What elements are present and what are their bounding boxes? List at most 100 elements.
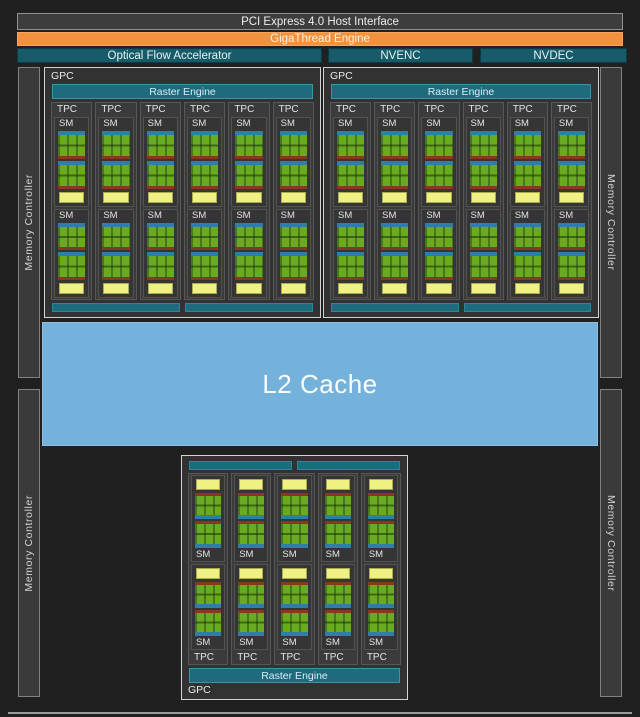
sm-core-unit — [279, 252, 307, 280]
sm-core-unit — [235, 160, 263, 189]
sm-label: SM — [59, 118, 74, 129]
sm-core-unit — [146, 252, 174, 280]
pci-express-label: PCI Express 4.0 Host Interface — [241, 15, 399, 28]
load-store-strip — [146, 247, 174, 251]
load-store-strip — [425, 185, 453, 189]
sm-label: SM — [368, 637, 384, 648]
tpc-label: TPC — [366, 652, 387, 663]
load-store-strip — [381, 277, 409, 280]
memory-controller-label: Memory Controller — [605, 494, 617, 592]
sm-block: SM — [234, 563, 269, 650]
register-file-bar — [236, 283, 262, 294]
load-store-strip — [195, 493, 222, 496]
sm-label: SM — [280, 209, 295, 221]
load-store-strip — [238, 493, 265, 496]
warp-scheduler-strip — [195, 603, 222, 608]
sm-label: SM — [282, 637, 297, 648]
sm-core-unit — [279, 222, 307, 251]
sm-core-unit — [279, 131, 307, 159]
warp-scheduler-strip — [381, 222, 409, 227]
warp-scheduler-strip — [195, 515, 222, 520]
sm-core-unit — [279, 160, 307, 189]
load-store-strip — [235, 155, 263, 159]
register-file-bar — [514, 191, 540, 203]
sm-core-unit — [195, 609, 222, 636]
gpc-bottom: SM SM TPC SM SM TPC SM SM TPC SM SM TPC SM SM TPC Raste… — [181, 455, 408, 700]
tpc-label: TPC — [323, 652, 344, 663]
sm-core-unit — [367, 581, 395, 608]
sm-label: SM — [338, 209, 353, 221]
sm-core-unit — [190, 160, 219, 189]
shared-texture-bar — [185, 303, 313, 312]
cuda-core-array — [381, 164, 409, 186]
cuda-core-array — [281, 524, 308, 544]
cuda-core-array — [425, 164, 453, 186]
sm-core-unit — [337, 131, 365, 159]
load-store-strip — [102, 247, 130, 251]
sm-core-unit — [195, 521, 222, 548]
warp-scheduler-strip — [190, 160, 219, 165]
cuda-core-array — [513, 135, 541, 156]
shared-texture-bar-row — [189, 461, 400, 470]
tpc-column: TPC SM SM — [506, 102, 548, 300]
sm-block: SM — [98, 117, 134, 207]
register-file-bar — [147, 191, 173, 203]
register-file-bar — [325, 567, 350, 579]
cuda-core-array — [425, 135, 453, 156]
sm-block: SM — [54, 117, 90, 207]
load-store-strip — [513, 185, 541, 189]
load-store-strip — [190, 155, 219, 159]
sm-core-unit — [190, 131, 219, 159]
load-store-strip — [513, 247, 541, 251]
sm-core-unit — [146, 131, 174, 159]
sm-block: SM — [553, 117, 590, 207]
warp-scheduler-strip — [367, 543, 395, 548]
register-file-bar — [59, 191, 85, 203]
tpc-label: TPC — [512, 104, 533, 115]
cuda-core-array — [324, 612, 351, 632]
cuda-core-array — [58, 256, 86, 277]
cuda-core-array — [425, 256, 453, 277]
load-store-strip — [337, 277, 365, 280]
warp-scheduler-strip — [58, 222, 86, 227]
tpc-column: TPC SM SM — [139, 102, 181, 300]
warp-scheduler-strip — [235, 252, 263, 257]
sm-core-unit — [238, 521, 265, 548]
shared-texture-bar-row — [52, 303, 313, 312]
cuda-core-array — [324, 496, 351, 516]
cuda-core-array — [367, 612, 395, 632]
load-store-strip — [281, 609, 308, 613]
shared-texture-bar — [463, 303, 591, 312]
gpc-top-left: GPC Raster Engine TPC SM SM TPC SM SM TPC SM SM TPC… — [44, 67, 321, 318]
sm-block: SM — [191, 563, 226, 650]
sm-core-unit — [58, 252, 86, 280]
warp-scheduler-strip — [381, 252, 409, 257]
cuda-core-array — [281, 584, 308, 604]
l2-cache-label: L2 Cache — [262, 368, 378, 399]
tpc-label: TPC — [468, 104, 489, 115]
tpc-label: TPC — [145, 104, 166, 115]
sm-core-unit — [367, 609, 395, 636]
sm-label: SM — [239, 548, 254, 560]
cuda-core-array — [235, 164, 263, 186]
sm-core-unit — [190, 222, 219, 251]
tpc-column: TPC SM SM — [183, 102, 226, 300]
load-store-strip — [235, 185, 263, 189]
tpc-label: TPC — [380, 104, 401, 115]
sm-core-unit — [324, 521, 351, 548]
load-store-strip — [324, 493, 351, 496]
load-store-strip — [469, 185, 497, 189]
sm-core-unit — [281, 581, 308, 608]
load-store-strip — [238, 581, 265, 585]
warp-scheduler-strip — [281, 603, 308, 608]
register-file-bar — [103, 191, 129, 203]
load-store-strip — [367, 521, 395, 525]
cuda-core-array — [190, 135, 219, 156]
cuda-core-array — [469, 226, 497, 248]
sm-block: SM — [421, 208, 457, 298]
load-store-strip — [58, 155, 86, 159]
sm-core-unit — [195, 493, 222, 520]
load-store-strip — [557, 185, 586, 189]
load-store-strip — [190, 185, 219, 189]
warp-scheduler-strip — [235, 222, 263, 227]
